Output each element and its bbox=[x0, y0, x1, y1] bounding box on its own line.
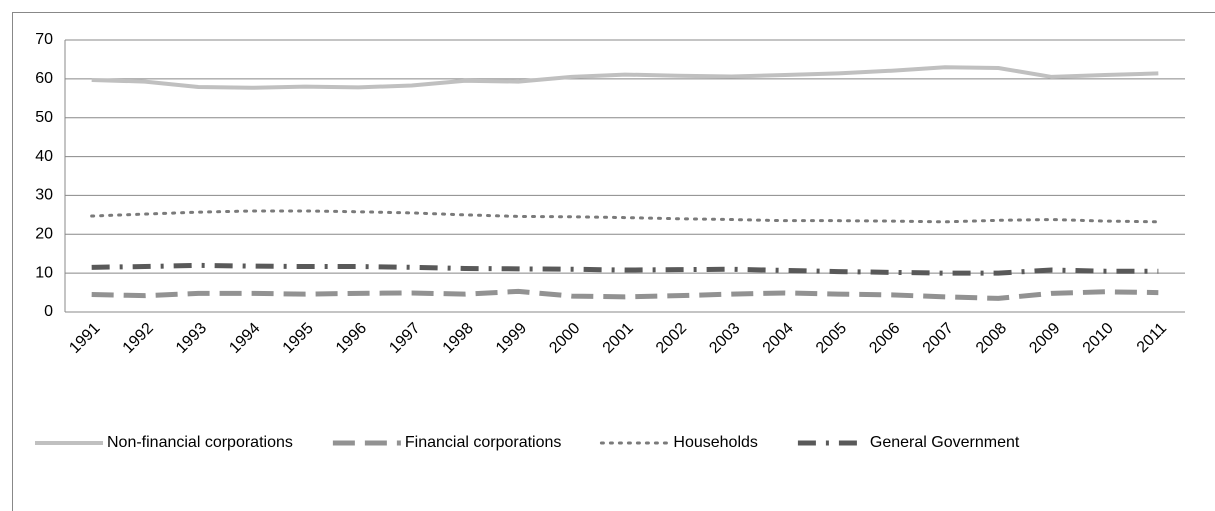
y-tick-label: 70 bbox=[35, 31, 53, 48]
x-tick-label: 1994 bbox=[226, 320, 263, 357]
x-tick-label: 2000 bbox=[546, 320, 583, 357]
x-tick-label: 2004 bbox=[760, 320, 797, 357]
series-line bbox=[91, 262, 1159, 276]
x-tick-label: 2002 bbox=[653, 320, 690, 357]
y-tick-label: 50 bbox=[35, 109, 53, 126]
x-tick-label: 1997 bbox=[386, 320, 423, 357]
y-tick-label: 20 bbox=[35, 226, 53, 243]
x-tick-label: 2007 bbox=[920, 320, 957, 357]
x-tick-label: 2010 bbox=[1080, 320, 1117, 357]
legend-label: Households bbox=[673, 434, 758, 451]
x-tick-label: 1995 bbox=[280, 320, 317, 357]
series-line bbox=[91, 65, 1159, 90]
series-line bbox=[91, 288, 1159, 301]
x-tick-label: 1993 bbox=[173, 320, 210, 357]
y-tick-label: 10 bbox=[35, 264, 53, 281]
x-tick-label: 2003 bbox=[706, 320, 743, 357]
legend-label: General Government bbox=[870, 434, 1020, 451]
x-tick-label: 2005 bbox=[813, 320, 850, 357]
x-tick-label: 1996 bbox=[333, 320, 370, 357]
series-line bbox=[90, 209, 1160, 224]
x-tick-label: 1991 bbox=[66, 320, 103, 357]
y-tick-label: 60 bbox=[35, 70, 53, 87]
title-strip bbox=[0, 0, 1215, 11]
x-tick-label: 1992 bbox=[120, 320, 157, 357]
x-tick-label: 2006 bbox=[866, 320, 903, 357]
y-tick-label: 0 bbox=[44, 303, 53, 320]
y-tick-label: 30 bbox=[35, 187, 53, 204]
legend-label: Financial corporations bbox=[405, 434, 562, 451]
legend-label: Non-financial corporations bbox=[107, 434, 293, 451]
y-tick-label: 40 bbox=[35, 148, 53, 165]
x-tick-label: 2011 bbox=[1134, 320, 1170, 356]
x-tick-label: 1998 bbox=[440, 320, 477, 357]
x-tick-label: 1999 bbox=[493, 320, 530, 357]
x-tick-label: 2001 bbox=[600, 320, 637, 357]
x-tick-label: 2008 bbox=[973, 320, 1010, 357]
x-tick-label: 2009 bbox=[1026, 320, 1063, 357]
